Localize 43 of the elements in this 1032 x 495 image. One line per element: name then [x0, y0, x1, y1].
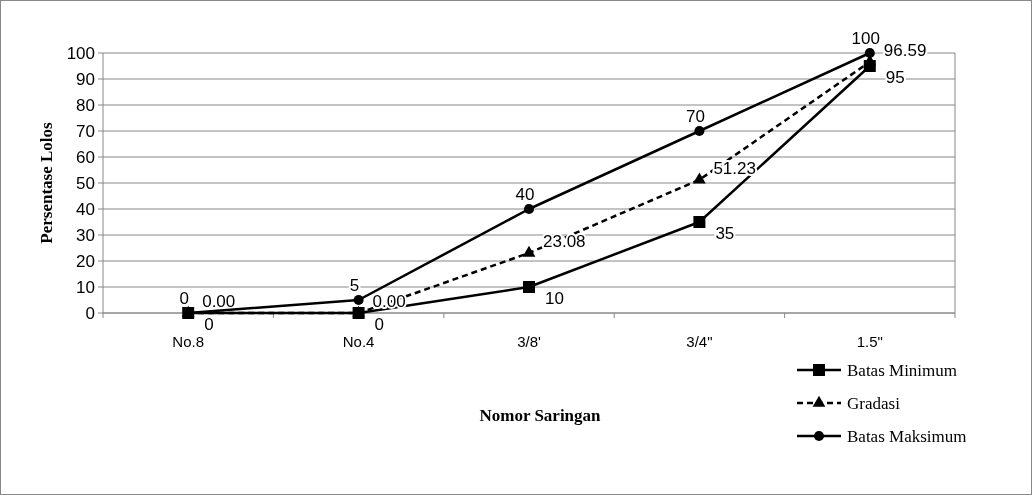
point	[353, 294, 364, 306]
data-label: 51.23	[713, 158, 756, 178]
data-label: 40	[515, 185, 535, 204]
y-tick-label: 10	[76, 277, 95, 297]
data-label: 5	[349, 276, 360, 295]
y-tick-label: 90	[76, 69, 95, 89]
y-tick-label: 80	[76, 95, 95, 115]
x-axis-title: Nomor Saringan	[479, 406, 602, 425]
legend-label: Batas Maksimum	[847, 426, 967, 446]
x-tick-label: No.8	[172, 333, 205, 350]
data-label: 10	[545, 289, 564, 308]
point	[693, 216, 706, 228]
data-label: 70	[685, 107, 705, 126]
point	[693, 172, 706, 184]
data-label: 23.08	[543, 231, 586, 251]
legend-label: Batas Minimum	[847, 360, 958, 380]
data-label: 95	[885, 68, 905, 87]
point	[864, 47, 875, 59]
x-tick-label: 3/4"	[686, 333, 713, 350]
data-label: 96.59	[883, 40, 927, 60]
y-tick-label: 70	[76, 121, 95, 141]
x-tick-label: No.4	[342, 333, 375, 350]
data-label: 0	[374, 315, 385, 334]
y-tick-label: 30	[76, 225, 95, 245]
data-label: 0	[204, 315, 214, 334]
point	[523, 203, 535, 215]
x-tick-label: 3/8'	[517, 333, 541, 350]
legend-label: Gradasi	[847, 393, 901, 413]
y-tick-label: 0	[85, 303, 95, 323]
point	[523, 281, 535, 293]
y-tick-label: 40	[76, 199, 95, 219]
x-tick-label: 1.5"	[856, 333, 883, 350]
data-label: 35	[715, 224, 735, 243]
y-tick-label: 20	[76, 251, 95, 271]
y-tick-label: 50	[76, 173, 95, 193]
y-axis-title: Persentase Lolos	[37, 121, 56, 244]
y-tick-label: 60	[76, 147, 95, 167]
point	[694, 125, 705, 137]
y-tick-label: 100	[66, 43, 95, 63]
data-label: 100	[851, 29, 880, 48]
point	[522, 245, 536, 257]
data-label: 0.00	[202, 292, 236, 311]
data-label: 0	[179, 289, 189, 308]
